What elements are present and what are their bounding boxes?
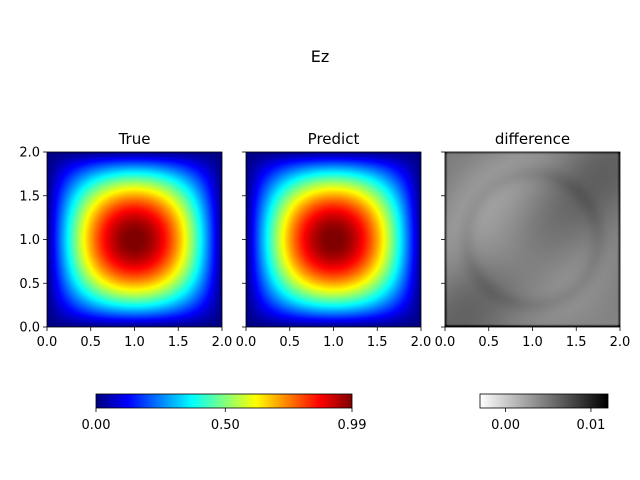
- colorbar-difference: 0.00 0.01: [479, 393, 609, 433]
- panel-difference: difference 0.0 0.5 1.0 1.5 2.0: [435, 130, 631, 350]
- colorbar-tick-label: 0.50: [211, 418, 240, 433]
- x-tick-label: 2.0: [610, 335, 631, 350]
- colorbar-gradient: [480, 394, 608, 408]
- y-tick-label: 2.0: [19, 146, 40, 161]
- heatmap-image: [47, 152, 222, 327]
- panel-title: Predict: [308, 130, 360, 148]
- colorbar-field: 0.00 0.50 0.99: [82, 393, 367, 433]
- panel-title: True: [118, 130, 151, 148]
- x-tick-label: 0.0: [37, 335, 58, 350]
- figure-suptitle: Ez: [311, 47, 330, 66]
- x-tick-label: 2.0: [212, 335, 233, 350]
- heatmap-image: [246, 152, 421, 327]
- y-tick-label: 1.5: [19, 189, 40, 204]
- panel-predict: Predict 0.0 0.5 1.0 1.5 2.0: [236, 130, 432, 350]
- x-tick-label: 2.0: [411, 335, 432, 350]
- colorbar-tick-label: 0.00: [82, 418, 111, 433]
- x-tick-label: 1.0: [522, 335, 543, 350]
- y-tick-label: 1.0: [19, 233, 40, 248]
- colorbar-frame: [95, 393, 353, 409]
- x-tick-label: 0.5: [478, 335, 499, 350]
- colorbar-tick-label: 0.99: [338, 418, 367, 433]
- x-tick-label: 0.0: [236, 335, 257, 350]
- colorbar-tick-label: 0.00: [491, 418, 520, 433]
- x-tick-label: 1.5: [566, 335, 587, 350]
- colorbar-tick-label: 0.01: [576, 418, 605, 433]
- colorbar-frame: [479, 393, 609, 409]
- panel-title: difference: [495, 130, 570, 148]
- y-tick-label: 0.0: [19, 321, 40, 336]
- y-tick-label: 0.5: [19, 277, 40, 292]
- colorbar-gradient: [96, 394, 352, 408]
- x-tick-label: 1.5: [168, 335, 189, 350]
- x-tick-label: 0.5: [279, 335, 300, 350]
- panel-true: True 0.0 0.5 1.0 1.5 2.0 0.0 0.5 1.0 1.5 2.0: [19, 130, 232, 350]
- heatmap-image: [445, 152, 620, 327]
- x-tick-label: 0.5: [80, 335, 101, 350]
- x-tick-label: 1.5: [367, 335, 388, 350]
- x-tick-label: 1.0: [323, 335, 344, 350]
- x-tick-label: 1.0: [124, 335, 145, 350]
- x-tick-label: 0.0: [435, 335, 456, 350]
